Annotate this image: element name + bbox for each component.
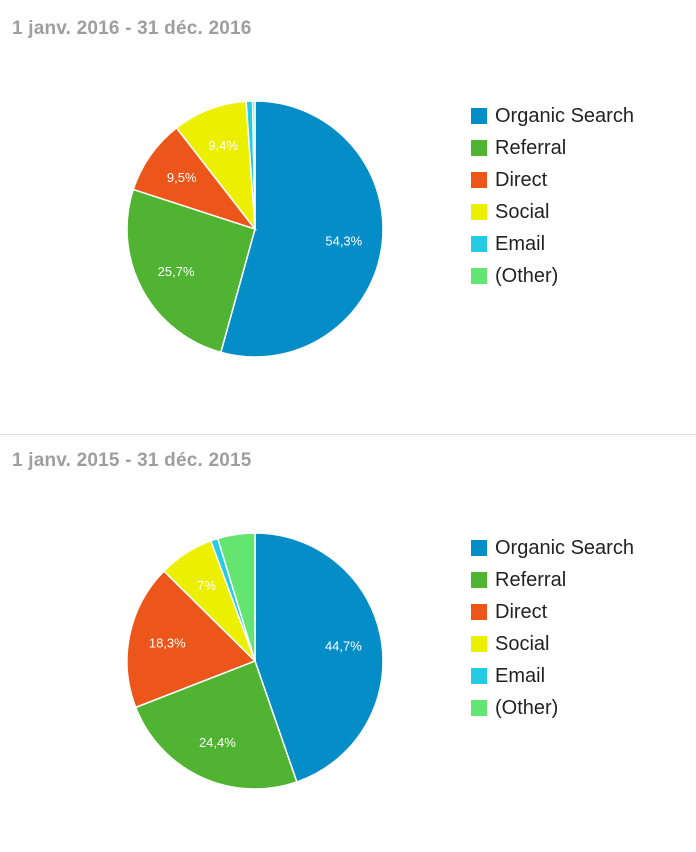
legend-item-other[interactable]: (Other)	[471, 692, 634, 724]
legend-label: (Other)	[495, 696, 559, 719]
pie-slice-direct[interactable]	[132, 126, 258, 231]
legend-swatch	[471, 172, 487, 188]
legend-item-email[interactable]: Email	[471, 660, 634, 692]
slice-label-direct: 9,5%	[167, 170, 197, 185]
legend-item-social[interactable]: Social	[471, 196, 634, 228]
legend-label: Organic Search	[495, 536, 634, 559]
legend-swatch	[471, 668, 487, 684]
legend-label: Direct	[495, 168, 548, 191]
slice-label-organic-search: 54,3%	[325, 234, 362, 249]
pie-slice-referral[interactable]	[126, 188, 256, 354]
legend-swatch	[471, 604, 487, 620]
legend-label: Organic Search	[495, 104, 634, 127]
legend-item-email[interactable]: Email	[471, 228, 634, 260]
date-range-title: 1 janv. 2015 - 31 déc. 2015	[12, 450, 252, 471]
slice-label-referral: 25,7%	[158, 264, 195, 279]
legend-label: Direct	[495, 600, 548, 623]
legend-item-direct[interactable]: Direct	[471, 596, 634, 628]
legend-label: Email	[495, 232, 546, 255]
legend-swatch	[471, 236, 487, 252]
legend-item-direct[interactable]: Direct	[471, 164, 634, 196]
pie-slice-direct[interactable]	[126, 569, 257, 709]
legend-item-referral[interactable]: Referral	[471, 132, 634, 164]
slice-label-social: 7%	[197, 578, 216, 593]
legend-swatch	[471, 108, 487, 124]
pie-chart[interactable]: 54,3% 25,7% 9,5% 9,4%	[110, 84, 400, 374]
legend-swatch	[471, 572, 487, 588]
legend-label: Social	[495, 200, 550, 223]
legend-swatch	[471, 204, 487, 220]
legend-item-social[interactable]: Social	[471, 628, 634, 660]
slice-label-direct: 18,3%	[149, 635, 186, 650]
chart-panel-2015: 1 janv. 2015 - 31 déc. 2015 44,7% 24,4% 18…	[0, 432, 696, 852]
pie-slice-other[interactable]	[251, 100, 256, 230]
pie-slice-referral[interactable]	[134, 660, 298, 790]
legend-label: Social	[495, 632, 550, 655]
pie-chart[interactable]: 44,7% 24,4% 18,3% 7%	[110, 516, 400, 806]
section-divider	[0, 434, 696, 435]
legend: Organic Search Referral Direct Social Email (…	[471, 100, 634, 292]
chart-panel-2016: 1 janv. 2016 - 31 déc. 2016 54,3% 25,7% 9,…	[0, 0, 696, 420]
slice-label-referral: 24,4%	[199, 735, 236, 750]
legend-label: (Other)	[495, 264, 559, 287]
slice-label-organic-search: 44,7%	[325, 639, 362, 654]
pie-slice-organic-search[interactable]	[254, 532, 384, 783]
pie-slice-other[interactable]	[216, 532, 256, 662]
legend-swatch	[471, 540, 487, 556]
slice-label-social: 9,4%	[208, 138, 238, 153]
legend-label: Referral	[495, 568, 567, 591]
legend-label: Referral	[495, 136, 567, 159]
legend-swatch	[471, 700, 487, 716]
legend-item-organic-search[interactable]: Organic Search	[471, 532, 634, 564]
legend-swatch	[471, 268, 487, 284]
legend-label: Email	[495, 664, 546, 687]
date-range-title: 1 janv. 2016 - 31 déc. 2016	[12, 18, 252, 39]
pie-slice-social[interactable]	[175, 100, 256, 232]
legend-swatch	[471, 636, 487, 652]
legend-item-organic-search[interactable]: Organic Search	[471, 100, 634, 132]
legend-item-referral[interactable]: Referral	[471, 564, 634, 596]
legend-swatch	[471, 140, 487, 156]
pie-slice-organic-search[interactable]	[219, 100, 384, 358]
legend-item-other[interactable]: (Other)	[471, 260, 634, 292]
legend: Organic Search Referral Direct Social Email (…	[471, 532, 634, 724]
